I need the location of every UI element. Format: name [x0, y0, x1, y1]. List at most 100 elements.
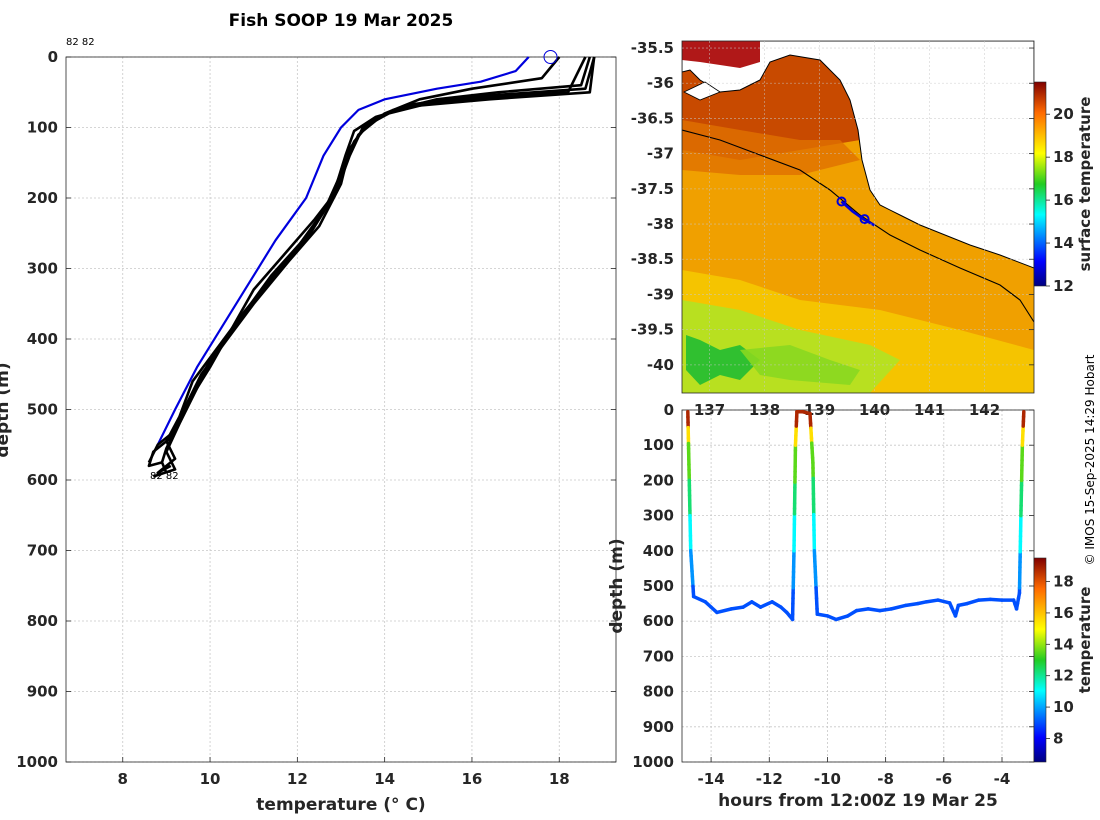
map-track-line — [840, 200, 876, 227]
map-y-tick-label: -35.5 — [631, 39, 674, 57]
depth-time-x-tick-label: -14 — [698, 770, 725, 788]
depth-time-x-tick-label: -4 — [994, 770, 1011, 788]
profile-y-tick-label: 1000 — [16, 753, 58, 771]
profile-series — [147, 56, 596, 478]
depth-time-segment — [758, 600, 774, 609]
depth-time-y-tick-label: 500 — [643, 577, 674, 595]
depth-time-segment — [924, 598, 940, 604]
map-colorbar-tick-label: 12 — [1053, 277, 1074, 295]
profile-line-climatology — [156, 56, 530, 446]
map-y-tick-label: -37 — [647, 145, 674, 163]
profile-line-profile-3 — [160, 56, 561, 474]
depth-time-segment — [988, 597, 1004, 602]
depth-time-segment — [729, 605, 745, 611]
depth-time-y-tick-label: 800 — [643, 683, 674, 701]
depth-time-x-label: hours from 12:00Z 19 Mar 25 — [718, 791, 998, 811]
map-track-marker — [859, 214, 870, 225]
temperature-colorbar — [1033, 557, 1047, 763]
temperature-colorbar-tick-label: 8 — [1053, 729, 1063, 747]
map-colorbar-tick-label: 18 — [1053, 148, 1074, 166]
sst-map: 137 138 139 140 141 142 -35.5-36-36.5-37-37.5… — [631, 39, 1094, 419]
map-y-tick-label: -36 — [647, 74, 674, 92]
depth-time-y-tick-label: 700 — [643, 647, 674, 665]
depth-time-y-label: depth (m) — [607, 538, 627, 633]
profile-line-profile-4 — [147, 56, 587, 463]
profile-x-ticks: 8 10 12 14 16 18 — [118, 757, 570, 788]
map-colorbar-tick-label: 14 — [1053, 234, 1074, 252]
depth-time-y-tick-label: 0 — [664, 401, 674, 419]
profile-y-tick-label: 600 — [27, 471, 58, 489]
profile-x-tick-label: 14 — [374, 770, 395, 788]
profile-x-tick-label: 12 — [287, 770, 308, 788]
map-green-patch — [686, 335, 760, 385]
map-y-tick-label: -38 — [647, 215, 674, 233]
figure-title: Fish SOOP 19 Mar 2025 — [229, 11, 454, 31]
map-colorbar-tick-label: 20 — [1053, 105, 1074, 123]
profile-line-profile-5 — [152, 56, 596, 478]
depth-time-segment — [834, 614, 850, 622]
map-y-ticks: -35.5 -36 -36.5 -37 -37.5 -38 -38.5 -39 -39.5 -40 — [631, 39, 1034, 374]
profile-y-tick-label: 900 — [27, 683, 58, 701]
depth-time-y-tick-label: 400 — [643, 542, 674, 560]
map-y-tick-label: -37.5 — [631, 180, 674, 198]
profile-x-label: temperature (° C) — [256, 795, 425, 815]
profile-chart: 8 10 12 14 16 18 0 100 200 300 400 500 600 700 800 900… — [0, 37, 617, 815]
map-y-tick-label: -38.5 — [631, 250, 674, 268]
map-gulf-waters — [682, 41, 760, 68]
depth-time-segment — [965, 598, 981, 606]
temperature-colorbar-tick-label: 12 — [1053, 667, 1074, 685]
map-y-tick-label: -39.5 — [631, 321, 674, 339]
depth-time-path — [686, 410, 1026, 622]
profile-y-tick-label: 0 — [48, 48, 58, 66]
depth-time-segment — [889, 603, 908, 611]
profile-y-ticks: 0 100 200 300 400 500 600 700 800 900 1000 — [16, 48, 616, 771]
map-colorbar-label: surface temperature — [1076, 97, 1094, 272]
depth-time-x-tick-label: -10 — [814, 770, 841, 788]
profile-x-tick-label: 8 — [118, 770, 128, 788]
depth-time-segment — [904, 601, 920, 608]
profile-x-tick-label: 18 — [549, 770, 570, 788]
map-track-marker — [836, 196, 847, 207]
map-colorbar — [1033, 81, 1047, 287]
temperature-colorbar-label: temperature — [1076, 587, 1094, 694]
map-mid-warm-region — [682, 120, 860, 175]
temperature-colorbar-tick-label: 10 — [1053, 698, 1074, 716]
profile-y-tick-label: 400 — [27, 330, 58, 348]
depth-time-segment — [691, 594, 708, 604]
map-y-tick-label: -40 — [647, 356, 674, 374]
temperature-colorbar-tick-label: 14 — [1053, 635, 1074, 653]
depth-time-y-tick-label: 900 — [643, 718, 674, 736]
profile-y-tick-label: 200 — [27, 189, 58, 207]
map-colorbar-tick-label: 16 — [1053, 191, 1074, 209]
map-isobath — [682, 129, 1034, 323]
depth-time-y-tick-label: 1000 — [632, 753, 674, 771]
depth-time-segment — [878, 607, 894, 613]
profile-ids-top: 82 82 — [66, 37, 95, 48]
profile-y-tick-label: 500 — [27, 401, 58, 419]
depth-time-segment — [976, 597, 993, 602]
profile-y-tick-label: 700 — [27, 542, 58, 560]
map-grid — [682, 41, 1034, 393]
profile-y-tick-label: 800 — [27, 612, 58, 630]
depth-time-x-ticks: -14 -12 -10 -8 -6 -4 — [698, 757, 1011, 788]
depth-time-y-ticks: 0 100 200 300 400 500 600 700 800 900 1000 — [632, 401, 1034, 771]
credit-text: © IMOS 15-Sep-2025 14:29 Hobart — [1083, 354, 1097, 565]
temperature-colorbar-tick-label: 18 — [1053, 573, 1074, 591]
depth-time-y-tick-label: 200 — [643, 471, 674, 489]
map-y-tick-label: -36.5 — [631, 109, 674, 127]
depth-time-segment — [715, 607, 734, 615]
map-island — [683, 81, 721, 101]
profile-x-tick-label: 10 — [200, 770, 221, 788]
profile-y-tick-label: 300 — [27, 260, 58, 278]
temperature-colorbar-ticks: 8 10 12 14 16 18 — [1046, 573, 1074, 747]
profile-frame — [65, 56, 617, 763]
map-y-tick-label: -39 — [647, 285, 674, 303]
depth-time-y-tick-label: 600 — [643, 612, 674, 630]
profile-y-label: depth (m) — [0, 362, 13, 457]
profile-start-marker — [543, 50, 558, 64]
profile-grid — [66, 56, 616, 763]
map-ship-track — [836, 196, 876, 227]
depth-time-y-tick-label: 300 — [643, 507, 674, 525]
profile-line-profile-2 — [147, 56, 592, 468]
